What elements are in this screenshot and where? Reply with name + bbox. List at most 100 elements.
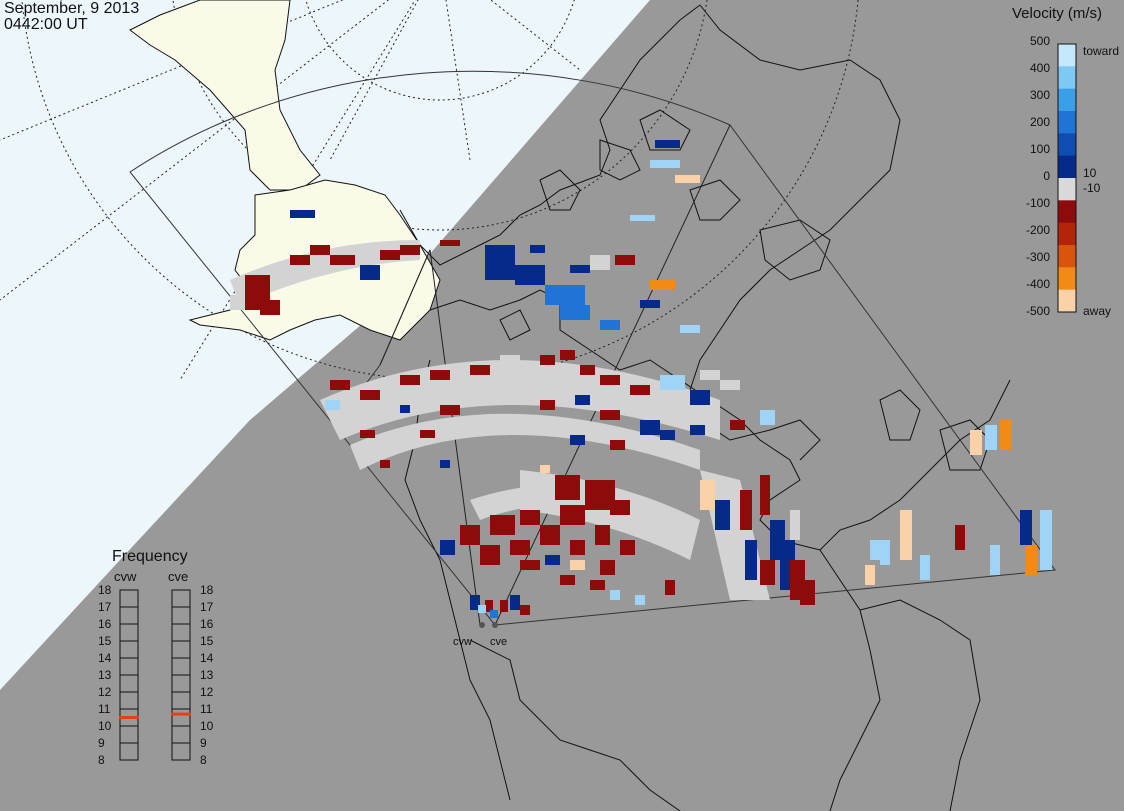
velocity-cell (745, 540, 757, 580)
velocity-ten-label: 10 (1083, 166, 1097, 180)
velocity-cell (330, 380, 350, 390)
velocity-cell (540, 355, 555, 365)
frequency-tick-label: 9 (200, 736, 207, 750)
velocity-tick-label: -400 (1025, 277, 1050, 291)
velocity-cell (920, 555, 930, 580)
velocity-cell (380, 250, 400, 260)
velocity-away-label: away (1083, 304, 1112, 318)
velocity-cell (530, 245, 545, 253)
velocity-cell (230, 295, 245, 310)
velocity-cell (460, 525, 480, 545)
velocity-cell (1025, 545, 1037, 575)
frequency-legend-title: Frequency (112, 548, 188, 565)
velocity-colorbar-border (1057, 43, 1077, 313)
frequency-bars (119, 589, 191, 761)
velocity-cell (420, 430, 435, 438)
velocity-cell (330, 255, 355, 265)
velocity-cell (900, 510, 912, 560)
velocity-cell (380, 460, 390, 468)
velocity-tick-label: -300 (1025, 250, 1050, 264)
velocity-cell (740, 490, 752, 530)
velocity-cell (650, 280, 675, 290)
frequency-tick-label: 14 (200, 651, 214, 665)
velocity-cell (990, 545, 1000, 575)
velocity-cell (440, 240, 460, 246)
velocity-cell (700, 370, 720, 380)
velocity-cell (545, 285, 585, 305)
velocity-cell (655, 140, 680, 148)
frequency-tick-label: 15 (200, 634, 214, 648)
frequency-tick-label: 11 (200, 702, 213, 716)
velocity-cell (515, 265, 545, 285)
velocity-cell (700, 480, 715, 510)
velocity-tick-label: -100 (1025, 196, 1050, 210)
velocity-cell (650, 160, 680, 168)
velocity-legend-title: Velocity (m/s) (1012, 5, 1103, 22)
velocity-cell (660, 375, 685, 390)
velocity-cell (540, 400, 555, 410)
velocity-cell (1040, 510, 1052, 570)
cvw-site-label: cvw (453, 636, 472, 648)
velocity-cell (630, 215, 655, 221)
velocity-cell (510, 540, 530, 555)
velocity-colorbar-segment (1058, 133, 1076, 157)
velocity-cell (400, 375, 420, 385)
velocity-cell (290, 210, 315, 218)
frequency-tick-label: 11 (98, 702, 111, 716)
velocity-colorbar-segment (1058, 111, 1076, 134)
velocity-cell (690, 425, 705, 435)
velocity-cell (520, 560, 540, 570)
velocity-cell (570, 265, 590, 273)
frequency-tick-label: 16 (200, 617, 214, 631)
velocity-cell (610, 590, 620, 600)
velocity-colorbar-segment (1058, 178, 1076, 201)
frequency-tick-label: 18 (200, 583, 214, 597)
velocity-tick-label: 500 (1029, 34, 1050, 48)
velocity-cell (690, 390, 710, 405)
velocity-cell (985, 425, 997, 450)
velocity-cell (630, 385, 650, 395)
cve-site-label: cve (490, 636, 508, 648)
velocity-cell (560, 575, 575, 585)
velocity-cell (570, 560, 585, 570)
velocity-cell (490, 515, 515, 535)
frequency-cve-header: cve (168, 569, 189, 584)
velocity-cell (520, 605, 530, 615)
frequency-cvw-header: cvw (114, 569, 137, 584)
velocity-cell (480, 545, 500, 565)
velocity-cell (635, 595, 645, 605)
velocity-cell (760, 560, 775, 585)
velocity-cell (560, 305, 590, 320)
velocity-cell (580, 365, 595, 375)
velocity-cell (520, 510, 540, 525)
frequency-tick-label: 14 (98, 651, 112, 665)
velocity-cell (1020, 510, 1032, 545)
velocity-tick-label: 400 (1029, 61, 1050, 75)
velocity-cell (800, 580, 815, 605)
velocity-cell (570, 435, 585, 445)
velocity-colorbar-segment (1058, 222, 1076, 246)
velocity-cell (600, 410, 620, 420)
velocity-cell (730, 575, 745, 595)
velocity-cell (790, 510, 800, 540)
velocity-colorbar-segment (1058, 88, 1076, 112)
velocity-cell (1000, 420, 1012, 450)
velocity-cell (560, 350, 575, 360)
radar-sites (479, 622, 498, 628)
velocity-cell (510, 595, 520, 610)
velocity-cell (545, 555, 560, 565)
velocity-cell (560, 505, 585, 525)
velocity-cell (325, 400, 340, 410)
velocity-cell (865, 565, 875, 585)
velocity-cell (440, 460, 450, 468)
velocity-cell (600, 375, 620, 385)
velocity-colorbar-segment (1058, 66, 1076, 90)
velocity-cell (760, 410, 775, 425)
velocity-cell (715, 500, 730, 530)
velocity-minus-ten-label: -10 (1083, 181, 1101, 195)
velocity-cell (615, 255, 635, 265)
frequency-tick-label: 9 (98, 736, 105, 750)
velocity-cell (540, 465, 550, 473)
velocity-cell (570, 540, 585, 555)
